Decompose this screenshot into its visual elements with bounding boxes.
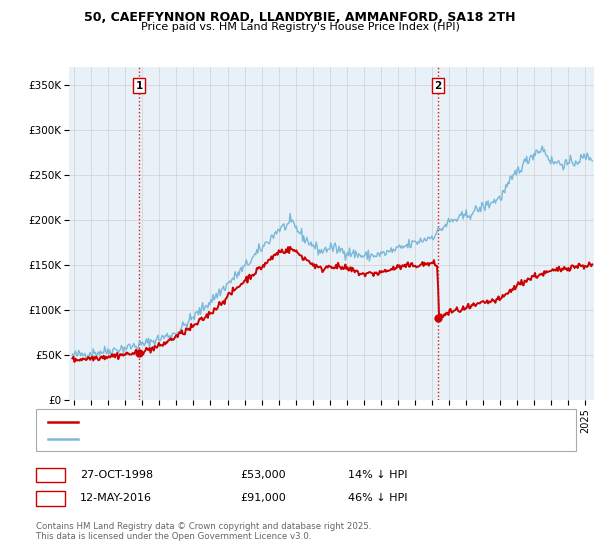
Text: 1: 1 bbox=[136, 81, 143, 91]
Text: 50, CAEFFYNNON ROAD, LLANDYBIE, AMMANFORD, SA18 2TH: 50, CAEFFYNNON ROAD, LLANDYBIE, AMMANFOR… bbox=[84, 11, 516, 24]
Text: Contains HM Land Registry data © Crown copyright and database right 2025.
This d: Contains HM Land Registry data © Crown c… bbox=[36, 522, 371, 542]
Text: HPI: Average price, detached house, Carmarthenshire: HPI: Average price, detached house, Carm… bbox=[84, 434, 353, 444]
Text: 46% ↓ HPI: 46% ↓ HPI bbox=[348, 493, 407, 503]
Text: £53,000: £53,000 bbox=[240, 470, 286, 480]
Text: 12-MAY-2016: 12-MAY-2016 bbox=[80, 493, 152, 503]
Text: 50, CAEFFYNNON ROAD, LLANDYBIE, AMMANFORD, SA18 2TH (detached house): 50, CAEFFYNNON ROAD, LLANDYBIE, AMMANFOR… bbox=[84, 417, 483, 427]
Text: £91,000: £91,000 bbox=[240, 493, 286, 503]
Text: Price paid vs. HM Land Registry's House Price Index (HPI): Price paid vs. HM Land Registry's House … bbox=[140, 22, 460, 32]
Text: 27-OCT-1998: 27-OCT-1998 bbox=[80, 470, 153, 480]
Text: 2: 2 bbox=[47, 493, 54, 503]
Text: 2: 2 bbox=[434, 81, 442, 91]
Text: 1: 1 bbox=[47, 470, 54, 480]
Text: 14% ↓ HPI: 14% ↓ HPI bbox=[348, 470, 407, 480]
